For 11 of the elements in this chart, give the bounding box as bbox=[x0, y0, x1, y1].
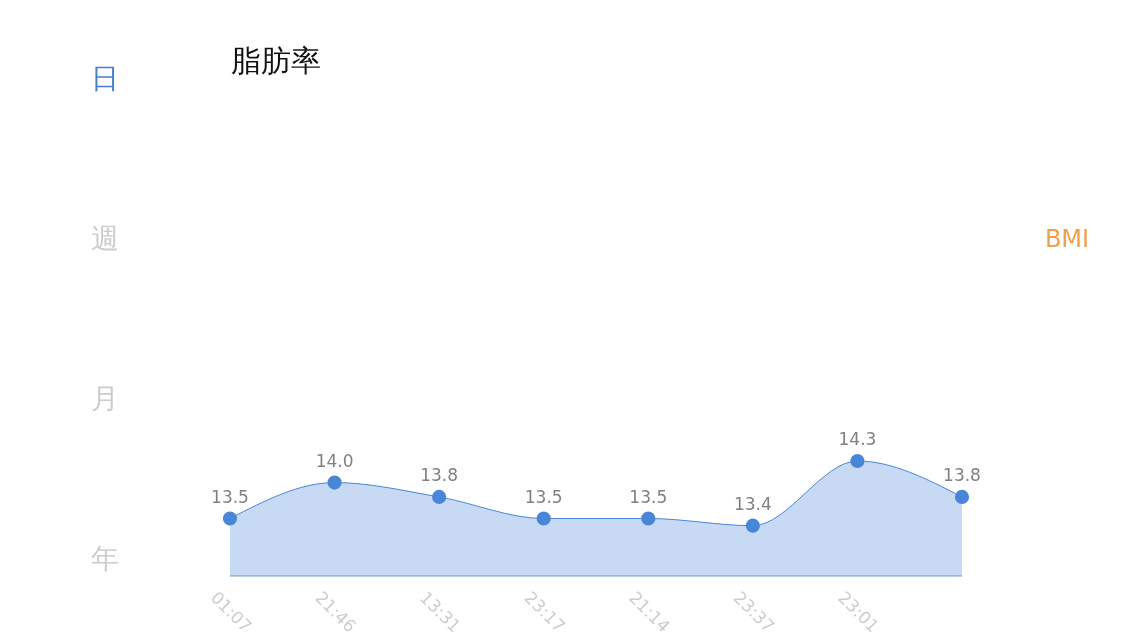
data-label: 14.3 bbox=[838, 429, 877, 449]
data-label: 13.4 bbox=[733, 493, 772, 514]
data-label: 13.5 bbox=[524, 486, 563, 507]
data-label: 13.8 bbox=[420, 464, 459, 485]
data-label: 13.5 bbox=[211, 486, 249, 507]
text: BMI bbox=[1044, 225, 1090, 253]
data-label: 13.8 bbox=[943, 464, 981, 485]
data-label: 14.0 bbox=[315, 450, 354, 471]
data-label: 13.5 bbox=[629, 486, 668, 507]
text: 日 bbox=[91, 62, 119, 95]
chart-title: 脂肪率 bbox=[231, 43, 321, 78]
